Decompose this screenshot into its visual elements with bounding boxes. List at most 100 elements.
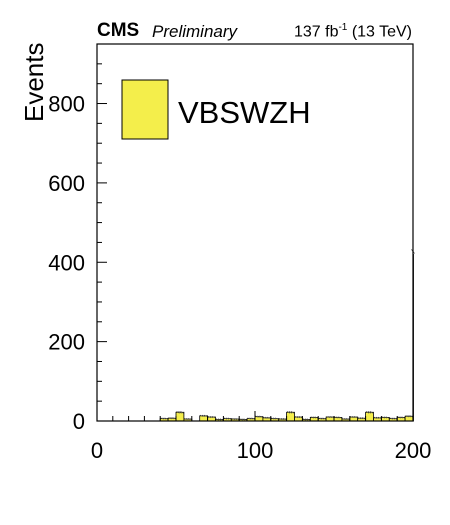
uncertainty-hatch	[360, 417, 364, 420]
uncertainty-hatch	[279, 417, 283, 421]
uncertainty-hatch	[255, 415, 259, 418]
uncertainty-hatch	[180, 410, 184, 414]
uncertainty-hatch	[336, 416, 340, 419]
uncertainty-hatch	[207, 415, 212, 419]
uncertainty-hatch	[361, 417, 366, 420]
uncertainty-hatch	[247, 417, 251, 420]
uncertainty-hatch	[275, 417, 279, 420]
x-tick-label: 0	[91, 438, 103, 463]
y-tick-label: 400	[48, 250, 85, 275]
uncertainty-hatch	[358, 417, 362, 420]
uncertainty-hatch	[178, 410, 182, 414]
lumi-exponent: -1	[338, 22, 348, 33]
histogram-bar	[286, 411, 295, 422]
uncertainty-hatch	[227, 417, 231, 420]
uncertainty-hatch	[409, 415, 413, 418]
uncertainty-hatch	[160, 417, 164, 420]
uncertainty-hatch	[338, 416, 342, 419]
uncertainty-hatch	[184, 417, 188, 421]
y-tick-label: 600	[48, 171, 85, 196]
uncertainty-hatch	[162, 417, 166, 420]
uncertainty-hatch	[322, 417, 326, 420]
uncertainty-hatch	[217, 418, 222, 421]
uncertainty-hatch	[202, 414, 206, 417]
uncertainty-hatch	[367, 410, 372, 414]
uncertainty-hatch	[334, 416, 338, 419]
uncertainty-hatch	[354, 415, 358, 419]
uncertainty-hatch	[369, 410, 374, 414]
x-tick-label: 200	[395, 438, 432, 463]
uncertainty-hatch	[294, 415, 299, 419]
uncertainty-hatch	[407, 415, 411, 418]
uncertainty-hatch	[298, 415, 303, 419]
uncertainty-hatch	[377, 416, 382, 419]
y-axis-label: Events	[19, 43, 49, 123]
uncertainty-hatch	[350, 415, 354, 419]
histogram-bars	[159, 253, 414, 422]
uncertainty-hatch	[263, 416, 267, 419]
uncertainty-hatch	[186, 417, 190, 421]
histogram-bar	[175, 411, 185, 422]
uncertainty-hatch	[296, 415, 301, 419]
uncertainty-hatch	[282, 417, 287, 421]
uncertainty-hatch	[318, 417, 322, 420]
uncertainty-hatch	[405, 415, 409, 418]
uncertainty-hatch	[383, 416, 387, 419]
uncertainty-hatch	[235, 417, 239, 421]
uncertainty-hatch	[389, 417, 393, 420]
uncertainty-hatch	[239, 418, 243, 421]
uncertainty-hatch	[302, 418, 307, 421]
uncertainty-hatch	[249, 417, 253, 420]
uncertainty-hatch	[225, 417, 229, 420]
uncertainty-hatch	[281, 417, 285, 421]
uncertainty-hatch	[170, 417, 174, 420]
uncertainty-hatch	[233, 417, 237, 421]
uncertainty-hatch	[306, 418, 310, 421]
uncertainty-hatch	[326, 415, 330, 419]
uncertainty-hatch	[251, 417, 255, 420]
uncertainty-hatch	[328, 415, 332, 419]
uncertainty-hatch	[200, 414, 204, 417]
uncertainty-hatch	[375, 416, 380, 419]
uncertainty-hatch	[172, 417, 176, 420]
legend-swatch-vbswzh	[121, 79, 169, 140]
uncertainty-hatch	[231, 417, 235, 421]
uncertainty-hatch	[342, 417, 346, 421]
uncertainty-hatch	[401, 416, 405, 419]
uncertainty-hatch	[265, 416, 269, 419]
y-axis: 0 200 400 600 800	[48, 43, 107, 434]
lumi-prefix: 137 fb	[293, 23, 339, 41]
uncertainty-hatch	[397, 416, 401, 419]
uncertainty-hatch	[286, 410, 291, 414]
lumi-suffix: (13 TeV)	[347, 23, 412, 41]
uncertainty-hatch	[168, 417, 172, 420]
uncertainty-hatch	[393, 417, 397, 420]
uncertainty-hatch	[288, 410, 293, 414]
y-tick-label: 0	[73, 409, 85, 434]
uncertainty-hatch	[314, 416, 318, 419]
uncertainty-hatch	[257, 415, 261, 418]
uncertainty-hatch	[290, 410, 295, 414]
uncertainty-hatch	[211, 415, 216, 419]
uncertainty-hatch	[310, 416, 314, 419]
uncertainty-hatch	[352, 415, 356, 419]
x-axis: 0 100 200	[91, 411, 431, 463]
uncertainty-hatch	[215, 418, 220, 421]
uncertainty-hatch	[209, 415, 214, 419]
uncertainty-hatch	[373, 416, 378, 419]
uncertainty-hatch	[391, 417, 395, 420]
histogram-bar	[365, 411, 374, 422]
uncertainty-hatch	[320, 417, 324, 420]
uncertainty-hatch	[241, 418, 245, 421]
uncertainty-hatch	[365, 410, 370, 414]
x-tick-label: 100	[237, 438, 274, 463]
uncertainty-hatch	[259, 415, 263, 418]
luminosity-label: 137 fb-1 (13 TeV)	[294, 22, 412, 41]
uncertainty-hatch	[219, 418, 224, 421]
uncertainty-hatch	[203, 414, 208, 417]
experiment-label: CMS	[97, 20, 140, 41]
uncertainty-hatch	[346, 417, 350, 421]
uncertainty-hatch	[344, 417, 348, 421]
uncertainty-hatch	[188, 417, 192, 421]
